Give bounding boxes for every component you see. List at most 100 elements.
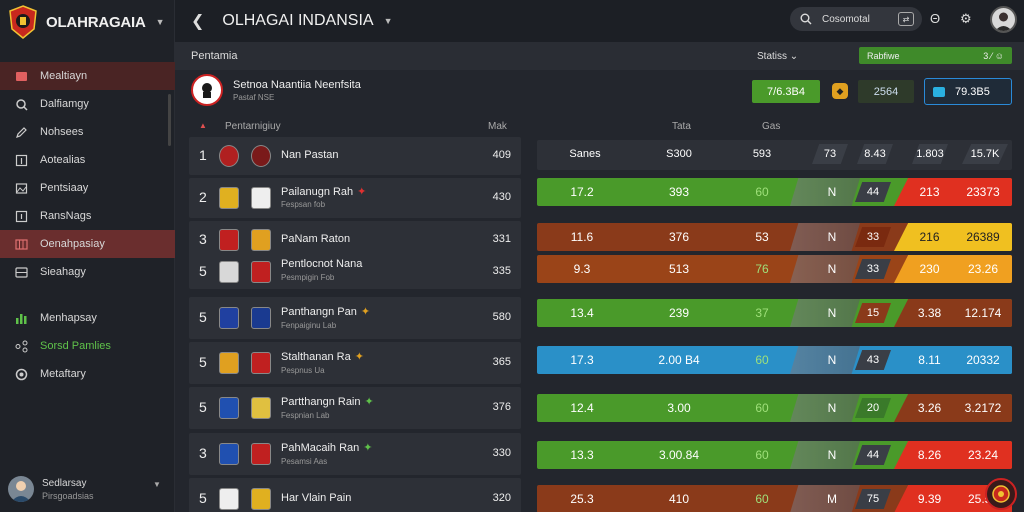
team-crest-icon bbox=[219, 307, 239, 329]
stat-v1: 12.4 bbox=[570, 401, 594, 415]
table-row[interactable]: 5 Har Vlain Pain 320 bbox=[189, 478, 521, 512]
grid-icon bbox=[14, 237, 28, 251]
stats-row[interactable]: 13.4 239 37 N 15 3.38 12.174 bbox=[537, 299, 1012, 327]
sidebar-item-1[interactable]: Dalfiamgy bbox=[0, 90, 175, 118]
stats-header-row[interactable]: Sanes S300 593 73 8.43 1.803 15.7K bbox=[537, 140, 1012, 170]
table-row[interactable]: 3 PaNam Raton 331 5 Pentlocnot Nana Pesm… bbox=[189, 221, 521, 289]
chevron-down-icon[interactable]: ▼ bbox=[383, 16, 393, 26]
sidebar-item-5[interactable]: RansNags bbox=[0, 202, 175, 230]
stat-v3: 76 bbox=[755, 262, 769, 276]
stat-v4: N bbox=[827, 306, 837, 320]
avatar[interactable] bbox=[990, 6, 1017, 33]
team-crest-icon bbox=[219, 229, 239, 251]
stats-row[interactable]: 13.3 3.00.84 60 N 44 8.26 23.24 bbox=[537, 441, 1012, 469]
row-points: 430 bbox=[492, 191, 511, 203]
filter-pill[interactable]: Rabfiwe 3 ⁄ ☺ bbox=[859, 47, 1012, 64]
team-crest-icon bbox=[251, 397, 271, 419]
stat-v6: 3.38 bbox=[917, 306, 942, 320]
settings-icon[interactable]: ⚙ bbox=[960, 11, 972, 26]
sidebar-item-4[interactable]: Pentsiaay bbox=[0, 174, 175, 202]
team-name: Panthangn Pan ✦ bbox=[281, 305, 370, 318]
table-row[interactable]: 1 Nan Pastan 409 bbox=[189, 137, 521, 175]
row-rank: 5 bbox=[199, 309, 207, 325]
stats-row[interactable]: 17.2 393 60 N 44 213 23373 bbox=[537, 178, 1012, 206]
team-crest-icon bbox=[251, 352, 271, 374]
sidebar-item-label: Nohsees bbox=[40, 126, 84, 138]
table-row[interactable]: 5 Panthangn Pan ✦ Fenpaiginu Lab 580 bbox=[189, 297, 521, 339]
stat-v2: 410 bbox=[668, 492, 690, 506]
team-crest-icon bbox=[219, 443, 239, 465]
stats-row[interactable]: 17.3 2.00 B4 60 N 43 8.11 20332 bbox=[537, 346, 1012, 374]
stat-v6: 3.26 bbox=[917, 401, 942, 415]
row-rank: 3 bbox=[199, 445, 207, 461]
back-arrow-icon[interactable]: ❮ bbox=[191, 13, 205, 30]
league-text: Setnoa Naantiia Neenfsita Pastaf NSE bbox=[233, 79, 361, 102]
stats-row[interactable]: 9.3 513 76 N 33 230 23.26 bbox=[537, 255, 1012, 283]
stat-v2: 376 bbox=[668, 230, 690, 244]
row-points: 320 bbox=[492, 492, 511, 504]
team-name: PahMacaih Ran ✦ bbox=[281, 441, 373, 454]
sidebar-item-7[interactable]: Sieahagy bbox=[0, 258, 175, 286]
stats-row[interactable]: 25.3 410 60 M 75 9.39 25.50 bbox=[537, 485, 1012, 512]
sidebar-scrollbar[interactable] bbox=[168, 94, 171, 146]
league-name: Setnoa Naantiia Neenfsita bbox=[233, 78, 361, 91]
sidebar-item-9[interactable]: Sorsd Pamlies bbox=[0, 332, 175, 360]
stats-row[interactable]: 11.6 376 53 N 33 216 26389 bbox=[537, 223, 1012, 251]
column-header-c1[interactable]: Tata bbox=[672, 121, 691, 132]
stat-v3: 60 bbox=[755, 448, 769, 462]
stats-row[interactable]: 12.4 3.00 60 N 20 3.26 3.2172 bbox=[537, 394, 1012, 422]
stat-v7: 23373 bbox=[966, 185, 1000, 199]
row-rank: 5 bbox=[199, 263, 207, 279]
sidebar-item-0[interactable]: Mealtiayn bbox=[0, 62, 175, 90]
stat-h6: 1.803 bbox=[912, 144, 948, 164]
league-header[interactable]: Setnoa Naantiia Neenfsita Pastaf NSE bbox=[191, 74, 361, 106]
sidebar-item-10[interactable]: Metaftary bbox=[0, 360, 175, 388]
team-sub: Pespnus Ua bbox=[281, 366, 325, 375]
table-row[interactable]: 5 Stalthanan Ra ✦ Pespnus Ua 365 bbox=[189, 342, 521, 384]
brand[interactable]: OLAHRAGAIA ▼ bbox=[0, 0, 174, 44]
sidebar-item-label: Oenahpasiay bbox=[40, 238, 105, 250]
user-profile[interactable]: Sedlarsay Pirsgoadsias ▼ bbox=[8, 476, 161, 502]
row-rank: 5 bbox=[199, 399, 207, 415]
table-row[interactable]: 2 Pailanugn Rah ✦ Fespsan fob 430 bbox=[189, 178, 521, 218]
search-input[interactable]: Cosomotal ⇄ bbox=[790, 7, 922, 31]
sidebar-item-label: Menhapsay bbox=[40, 312, 97, 324]
stat-v2: 393 bbox=[668, 185, 690, 199]
sort-up-icon[interactable]: ▲ bbox=[199, 121, 207, 130]
club-badge-icon[interactable] bbox=[985, 478, 1017, 510]
section-header: Pentamia Statiss ⌄ Rabfiwe 3 ⁄ ☺ bbox=[175, 42, 1024, 70]
column-header-pts[interactable]: Mak bbox=[488, 121, 507, 132]
stat-v2: 513 bbox=[668, 262, 690, 276]
column-header-team[interactable]: Pentarnigiuy bbox=[225, 121, 281, 132]
star-icon: ✦ bbox=[363, 442, 373, 454]
row-points: 331 bbox=[492, 233, 511, 245]
chevron-down-icon[interactable]: ▼ bbox=[153, 480, 161, 489]
column-header-c2[interactable]: Gas bbox=[762, 121, 781, 132]
score-badge-a[interactable]: 7/6.3B4 bbox=[752, 80, 820, 103]
sidebar-item-2[interactable]: Nohsees bbox=[0, 118, 175, 146]
sidebar-item-6[interactable]: Oenahpasiay bbox=[0, 230, 175, 258]
nav-gap bbox=[0, 286, 175, 304]
sidebar-item-label: Mealtiayn bbox=[40, 70, 88, 82]
user-sub: Pirsgoadsias bbox=[42, 490, 94, 501]
sidebar-item-8[interactable]: Menhapsay bbox=[0, 304, 175, 332]
sidebar-item-label: RansNags bbox=[40, 210, 92, 222]
chevron-down-icon[interactable]: ▼ bbox=[155, 17, 165, 27]
status-dropdown[interactable]: Statiss ⌄ bbox=[757, 51, 798, 62]
notification-icon[interactable]: Θ bbox=[930, 11, 941, 26]
stat-h7: 15.7K bbox=[962, 144, 1008, 164]
team-name: Nan Pastan bbox=[281, 149, 339, 161]
avatar bbox=[8, 476, 34, 502]
table-row[interactable]: 5 Partthangn Rain ✦ Fespnian Lab 376 bbox=[189, 387, 521, 429]
score-badge-b[interactable]: 2564 bbox=[858, 80, 914, 103]
sidebar-item-3[interactable]: Aotealias bbox=[0, 146, 175, 174]
page-title: OLHAGAI INDANSIA bbox=[222, 12, 374, 29]
team-name-text: Pailanugn Rah bbox=[281, 186, 354, 198]
stat-v6: 8.11 bbox=[918, 353, 941, 367]
expand-icon[interactable]: ⇄ bbox=[898, 12, 914, 26]
table-row[interactable]: 3 PahMacaih Ran ✦ Pesamsi Aas 330 bbox=[189, 433, 521, 475]
score-badge-c[interactable]: 79.3B5 bbox=[924, 78, 1012, 105]
user-avatar-icon bbox=[995, 12, 1012, 31]
stat-v6: 216 bbox=[919, 230, 940, 244]
